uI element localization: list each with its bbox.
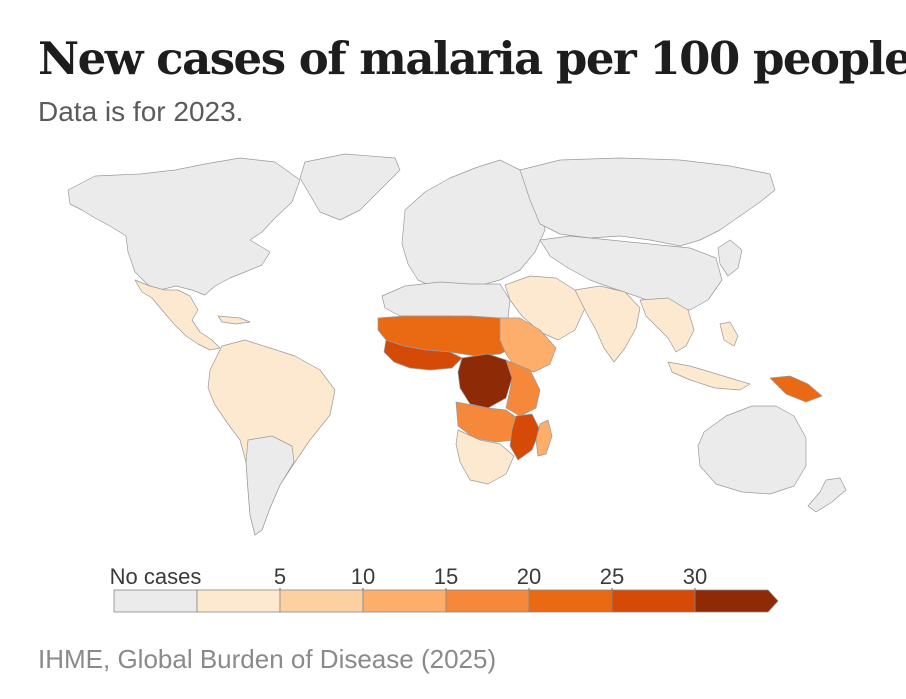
legend-box-no-cases [113,589,198,613]
source-note: IHME, Global Burden of Disease (2025) [38,644,497,674]
region-central-africa [457,353,513,409]
world-choropleth-map [67,153,847,536]
region-indonesia [667,361,751,391]
legend-label-no-cases: No cases [110,564,202,589]
region-southeast-asia [639,297,695,353]
region-north-america [67,157,301,296]
region-north-africa [381,281,511,319]
legend-tick-label: 15 [434,564,458,589]
region-philippines [719,321,739,347]
region-middle-east [504,275,586,341]
region-west-africa-coast [383,339,463,371]
region-southern-cone [245,435,295,536]
legend-tick-label: 5 [274,564,286,589]
legend-box-bin-4 [445,589,530,613]
legend-box-bin-2 [279,589,364,613]
legend-tick-label: 30 [683,564,707,589]
region-central-america [134,279,221,351]
region-south-asia [574,285,641,363]
region-southern-africa [455,429,515,485]
region-papua-new-guinea [769,375,823,403]
region-new-zealand [807,477,847,513]
region-mozambique [509,413,541,461]
legend-tick-label: 25 [600,564,624,589]
region-japan-korea [717,239,743,277]
region-russia [519,157,776,247]
legend-box-bin-5 [528,589,613,613]
legend-box-bin-6 [611,589,696,613]
region-caribbean [217,315,251,325]
region-central-east-asia [539,235,723,311]
region-europe [401,159,546,291]
legend-box-bin-7 [694,589,779,613]
color-legend: No cases 5 10 15 20 25 30 [110,564,779,613]
region-greenland [299,153,401,221]
map-title: New cases of malaria per 100 people [38,32,906,85]
map-subtitle: Data is for 2023. [38,96,244,127]
legend-tick-label: 20 [517,564,541,589]
region-east-africa [499,317,557,373]
legend-box-bin-1 [196,589,281,613]
legend-box-bin-3 [362,589,447,613]
region-australia [697,405,807,495]
region-madagascar [535,419,553,457]
legend-tick-label: 10 [351,564,375,589]
